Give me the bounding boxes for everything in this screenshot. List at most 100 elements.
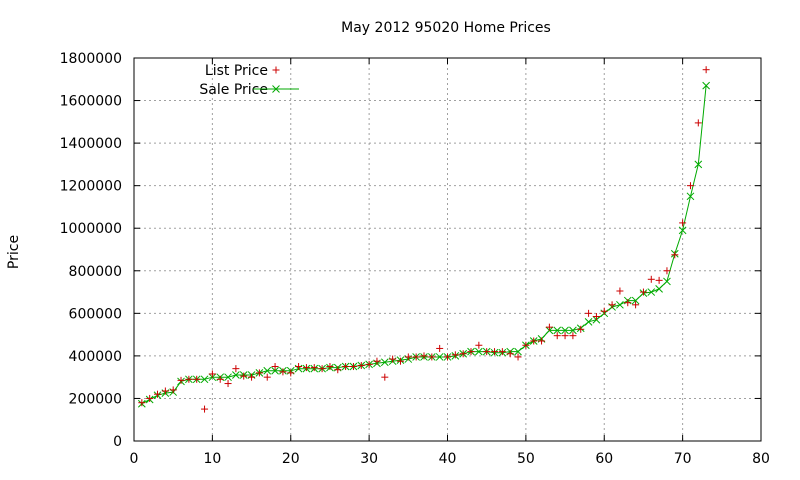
grid <box>134 58 761 441</box>
data-point-list-price <box>177 376 185 384</box>
data-point-list-price <box>483 348 491 356</box>
data-point-list-price <box>459 350 467 358</box>
data-point-list-price <box>600 307 608 315</box>
data-point-list-price <box>373 357 381 365</box>
y-tick-label: 1600000 <box>60 94 122 110</box>
data-point-list-price <box>342 363 350 371</box>
data-point-sale-price <box>663 277 671 286</box>
data-point-list-price <box>491 348 499 356</box>
data-point-list-price <box>154 390 162 398</box>
series-list-price <box>138 66 710 413</box>
x-tick-label: 60 <box>595 451 613 467</box>
data-point-list-price <box>655 276 663 284</box>
legend-marker-point <box>272 85 280 93</box>
legend-label-list-price: List Price <box>205 63 268 79</box>
data-point-list-price <box>365 360 373 368</box>
data-point-list-price <box>161 387 169 395</box>
x-tick-label: 50 <box>517 451 535 467</box>
data-point-list-price <box>138 399 146 407</box>
data-point-list-price <box>349 363 357 371</box>
data-point-list-price <box>208 370 216 378</box>
data-point-list-price <box>302 364 310 372</box>
data-point-list-price <box>146 394 154 402</box>
legend-marker-sale-price <box>253 85 299 93</box>
data-point-list-price <box>295 363 303 371</box>
data-point-sale-price <box>584 317 593 326</box>
data-point-list-price <box>436 344 444 352</box>
data-point-list-price <box>444 353 451 361</box>
data-point-sale-price <box>694 160 703 169</box>
axis-ticks: 0 10 20 30 40 50 60 70 80 0 200000 400000 600000 8000… <box>60 51 770 467</box>
data-point-list-price <box>451 351 459 359</box>
data-point-sale-price <box>678 226 687 235</box>
legend-label-sale-price: Sale Price <box>199 82 268 98</box>
x-tick-label: 30 <box>360 451 378 467</box>
data-point-list-price <box>248 373 256 381</box>
data-point-list-price <box>624 299 632 307</box>
data-point-list-price <box>538 337 546 345</box>
data-point-list-price <box>310 364 318 372</box>
x-tick-label: 40 <box>439 451 457 467</box>
data-point-list-price <box>694 119 702 127</box>
data-point-list-price <box>498 348 506 356</box>
y-tick-label: 1400000 <box>60 136 122 152</box>
x-tick-label: 70 <box>674 451 692 467</box>
data-point-list-price <box>287 369 295 377</box>
data-point-list-price <box>216 375 224 383</box>
data-point-list-price <box>647 275 655 283</box>
data-point-sale-price <box>631 296 640 305</box>
data-point-list-price <box>255 369 263 377</box>
data-point-list-price <box>193 375 201 383</box>
data-point-list-price <box>514 353 522 361</box>
data-point-list-price <box>592 313 600 321</box>
data-point-sale-price <box>561 326 569 335</box>
data-point-list-price <box>679 219 687 227</box>
x-tick-label: 80 <box>752 451 770 467</box>
data-point-list-price <box>545 323 553 331</box>
data-point-list-price <box>201 405 209 413</box>
legend: List Price Sale Price <box>199 63 299 98</box>
legend-marker-point <box>272 66 280 74</box>
data-point-list-price <box>185 375 193 383</box>
data-point-list-price <box>412 353 420 361</box>
data-point-sale-price <box>616 300 624 309</box>
y-axis-label: Price <box>6 235 22 269</box>
data-point-list-price <box>326 363 334 371</box>
data-point-list-price <box>396 357 404 365</box>
y-tick-label: 0 <box>113 434 122 450</box>
data-point-list-price <box>428 353 436 361</box>
data-point-list-price <box>663 267 671 275</box>
data-point-sale-price <box>380 358 389 367</box>
data-point-list-price <box>389 355 397 363</box>
data-point-list-price <box>240 372 248 380</box>
data-point-list-price <box>271 363 279 371</box>
data-point-list-price <box>561 332 569 340</box>
data-point-list-price <box>585 309 593 317</box>
data-point-list-price <box>475 341 483 349</box>
data-point-list-price <box>569 332 577 340</box>
data-point-list-price <box>608 301 616 309</box>
data-point-list-price <box>169 386 177 394</box>
data-point-sale-price <box>224 373 232 382</box>
data-point-sale-price <box>655 285 663 293</box>
data-point-list-price <box>639 288 647 296</box>
data-point-sale-price <box>232 371 240 379</box>
data-point-list-price <box>553 332 561 340</box>
y-tick-label: 400000 <box>69 349 122 365</box>
data-point-list-price <box>318 365 326 373</box>
data-point-sale-price <box>514 347 522 356</box>
data-point-sale-price <box>686 192 695 201</box>
data-point-list-price <box>279 368 287 376</box>
data-point-list-price <box>616 287 624 295</box>
data-point-sale-price <box>271 366 279 375</box>
y-tick-label: 1200000 <box>60 179 122 195</box>
data-point-list-price <box>702 66 710 74</box>
data-point-list-price <box>686 182 694 190</box>
x-tick-label: 20 <box>282 451 300 467</box>
data-point-list-price <box>404 353 412 361</box>
data-point-list-price <box>357 361 365 369</box>
data-point-sale-price <box>200 375 209 384</box>
data-point-list-price <box>420 352 428 360</box>
data-point-list-price <box>467 348 475 356</box>
data-point-sale-price <box>435 353 444 361</box>
